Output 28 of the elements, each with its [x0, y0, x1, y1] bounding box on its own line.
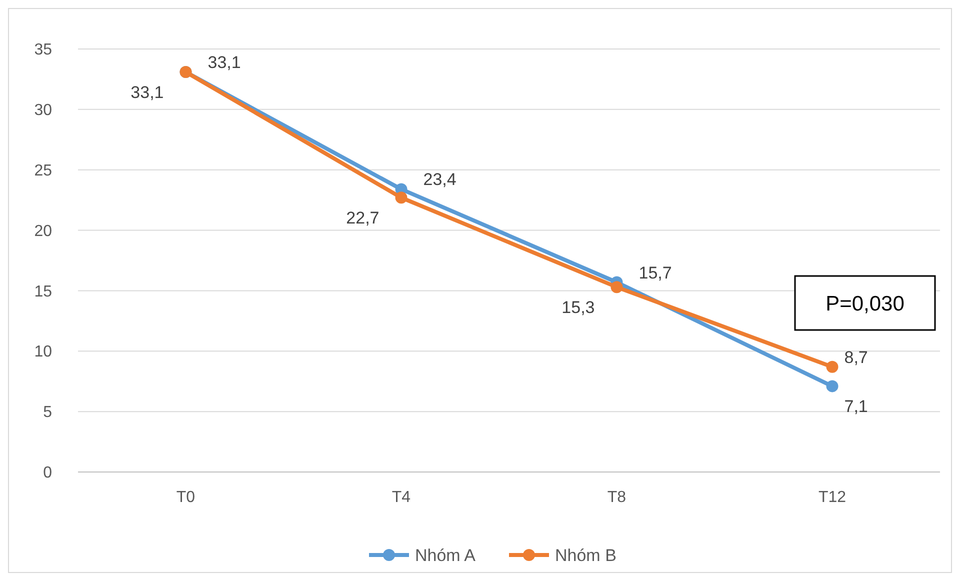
y-tick-label: 30 — [34, 102, 52, 120]
y-tick-label: 35 — [34, 42, 52, 59]
y-tick-label: 25 — [34, 162, 52, 180]
text-box: P=0,030 — [794, 275, 936, 331]
point — [826, 360, 838, 373]
y-tick-label: 10 — [34, 344, 52, 361]
x-tick-label: T4 — [392, 489, 411, 506]
data-label: 22,7 — [346, 208, 380, 228]
data-label: 8,7 — [844, 348, 868, 367]
x-tick-label: T0 — [176, 489, 196, 506]
x-tick-label: T12 — [818, 489, 846, 506]
data-label: 7,1 — [844, 397, 868, 416]
y-tick-label: 20 — [34, 222, 52, 240]
point — [395, 192, 408, 204]
data-label: 33,1 — [130, 82, 164, 102]
data-label: 15,7 — [638, 263, 672, 282]
point — [610, 281, 623, 294]
y-tick-label: 5 — [43, 404, 52, 422]
data-label: 15,3 — [562, 298, 595, 318]
annotation: P=0,030 — [826, 292, 904, 316]
point — [826, 380, 838, 392]
x-tick-label: T8 — [607, 489, 626, 506]
data-label: 23,4 — [423, 170, 456, 190]
y-tick-label: 15 — [34, 283, 52, 300]
legend-label: Nhóm B — [555, 546, 616, 565]
data-label: 33,1 — [208, 52, 241, 72]
legend-label: Nhóm A — [415, 546, 476, 565]
y-tick-label: 0 — [43, 464, 52, 482]
